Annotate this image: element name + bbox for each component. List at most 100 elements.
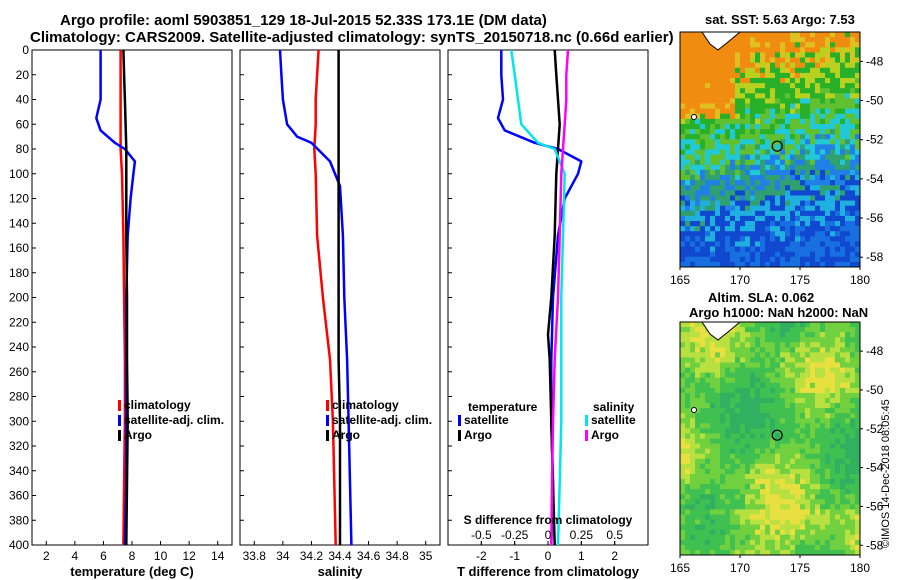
map-cell xyxy=(785,205,791,212)
map-cell xyxy=(685,67,691,74)
map-cell xyxy=(845,118,851,125)
map-cell xyxy=(740,47,746,53)
map-cell xyxy=(835,347,841,353)
map-cell xyxy=(705,367,711,374)
map-cell xyxy=(680,397,686,404)
map-cell xyxy=(705,382,711,389)
map-cell xyxy=(775,357,781,363)
map-cell xyxy=(800,473,806,480)
map-cell xyxy=(770,37,776,43)
map-cell xyxy=(790,175,796,181)
map-cell xyxy=(835,113,841,120)
map-cell xyxy=(710,423,716,429)
map-cell xyxy=(825,443,831,450)
map-cell xyxy=(690,88,696,94)
map-cell xyxy=(760,241,766,247)
map-cell xyxy=(710,362,716,368)
map-cell xyxy=(715,93,721,99)
map-cell xyxy=(800,88,806,94)
map-cell xyxy=(835,504,841,510)
map-cell xyxy=(800,544,806,551)
map-cell xyxy=(810,205,816,212)
map-cell xyxy=(755,261,761,268)
map-cell xyxy=(690,377,696,384)
map-cell xyxy=(700,514,706,520)
map-cell xyxy=(825,494,831,500)
map-cell xyxy=(715,372,721,379)
map-cell xyxy=(700,113,706,120)
map-cell xyxy=(850,463,856,470)
map-cell xyxy=(720,413,726,419)
map-cell xyxy=(695,377,701,384)
map-cell xyxy=(795,494,801,500)
map-cell xyxy=(685,524,691,531)
map-cell xyxy=(740,123,746,130)
map-cell xyxy=(770,57,776,64)
map-cell xyxy=(835,185,841,191)
map-cell xyxy=(715,159,721,166)
map-cell xyxy=(750,423,756,429)
map-cell xyxy=(840,468,846,475)
map-cell xyxy=(755,499,761,505)
map-cell xyxy=(745,357,751,363)
map-cell xyxy=(715,134,721,140)
map-cell xyxy=(690,93,696,99)
map-cell xyxy=(765,392,771,399)
map-cell xyxy=(705,62,711,69)
map-cell xyxy=(760,98,766,104)
map-cell xyxy=(825,392,831,399)
map-cell xyxy=(830,494,836,500)
map-cell xyxy=(715,534,721,541)
map-cell xyxy=(680,549,686,556)
map-cell xyxy=(820,32,826,38)
map-cell xyxy=(730,433,736,439)
map-cell xyxy=(770,347,776,353)
map-cell xyxy=(760,337,766,343)
map-cell xyxy=(780,226,786,232)
map-cell xyxy=(790,185,796,191)
map-y-tick-label: -58 xyxy=(866,538,884,552)
map-cell xyxy=(820,489,826,495)
map-cell xyxy=(685,387,691,394)
map-cell xyxy=(775,62,781,69)
map-cell xyxy=(700,251,706,258)
map-cell xyxy=(680,377,686,384)
map-cell xyxy=(680,514,686,520)
map-cell xyxy=(685,473,691,480)
map-cell xyxy=(770,108,776,115)
map-cell xyxy=(850,226,856,232)
map-cell xyxy=(850,72,856,79)
map-cell xyxy=(790,221,796,227)
map-cell xyxy=(855,236,861,242)
map-cell xyxy=(725,215,731,222)
map-cell xyxy=(740,519,746,526)
map-cell xyxy=(710,438,716,444)
map-cell xyxy=(685,93,691,99)
map-cell xyxy=(825,377,831,384)
map-cell xyxy=(685,448,691,455)
map-cell xyxy=(690,403,696,409)
map-cell xyxy=(700,210,706,217)
map-cell xyxy=(685,144,691,150)
map-cell xyxy=(745,423,751,429)
map-cell xyxy=(840,32,846,38)
map-cell xyxy=(705,261,711,268)
map-cell xyxy=(765,123,771,130)
map-cell xyxy=(765,67,771,74)
map-cell xyxy=(830,52,836,58)
map-cell xyxy=(680,236,686,242)
map-cell xyxy=(680,190,686,196)
map-cell xyxy=(770,337,776,343)
map-cell xyxy=(825,241,831,247)
map-cell xyxy=(755,180,761,186)
map-cell xyxy=(750,519,756,526)
map-cell xyxy=(680,159,686,166)
map-cell xyxy=(800,256,806,263)
map-cell xyxy=(825,387,831,394)
map-cell xyxy=(855,519,861,526)
map-cell xyxy=(735,93,741,99)
map-cell xyxy=(835,408,841,414)
map-cell xyxy=(700,484,706,490)
map-cell xyxy=(800,382,806,389)
map-cell xyxy=(705,438,711,444)
